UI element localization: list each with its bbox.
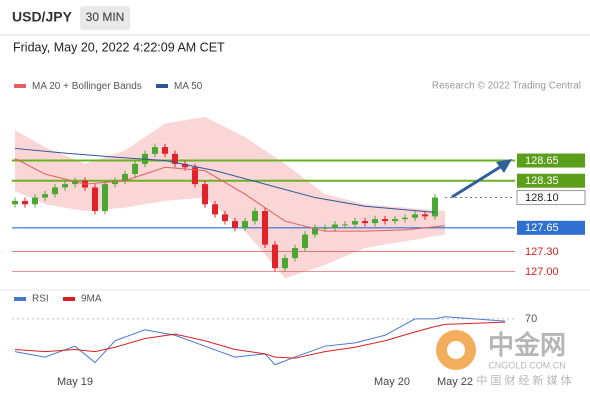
level-box xyxy=(517,220,585,235)
x-tick-label: May 20 xyxy=(374,376,410,388)
candle-body xyxy=(182,163,188,168)
level-box xyxy=(517,153,585,168)
watermark-slogan: 中 国 财 经 新 媒 体 xyxy=(476,373,571,387)
level-label: 128.65 xyxy=(525,155,559,167)
candle-body xyxy=(42,194,48,198)
level-label: 128.35 xyxy=(525,175,559,187)
x-tick-label: May 19 xyxy=(57,376,93,388)
candle-body xyxy=(302,234,308,248)
candle-body xyxy=(432,197,438,217)
level-box xyxy=(517,173,585,188)
candle-body xyxy=(52,187,58,195)
candle-body xyxy=(152,147,158,154)
candle-body xyxy=(162,147,168,154)
watermark-logo-inner xyxy=(447,341,465,359)
arrow-head xyxy=(496,159,512,173)
legend-label: 9MA xyxy=(81,294,102,305)
candle-body xyxy=(192,167,198,185)
x-tick-label: May 22 xyxy=(437,376,473,388)
y-tick-label: 70 xyxy=(525,313,537,325)
timeframe: 30 MIN xyxy=(86,10,125,24)
candle-body xyxy=(12,200,18,205)
candle-body xyxy=(322,227,328,229)
ma-line xyxy=(14,158,446,232)
legend-label: RSI xyxy=(32,294,49,305)
candle-body xyxy=(252,211,258,222)
candle-body xyxy=(72,180,78,185)
legend-label: MA 50 xyxy=(174,81,203,92)
candle-body xyxy=(262,211,268,245)
watermark: 中金网 CNGOLD.COM.CN 中 国 财 经 新 媒 体 xyxy=(436,330,572,387)
datetime: Friday, May 20, 2022 4:22:09 AM CET xyxy=(13,40,225,54)
level-label: 128.10 xyxy=(525,192,559,204)
candle-body xyxy=(92,187,98,211)
rsi-line xyxy=(14,321,506,359)
candle-body xyxy=(112,180,118,185)
candle-body xyxy=(222,214,228,222)
level-label: 127.65 xyxy=(525,222,559,234)
candle-body xyxy=(242,221,248,228)
candle-body xyxy=(312,227,318,235)
watermark-name: 中金网 xyxy=(488,330,566,360)
candle-body xyxy=(292,248,298,259)
watermark-site: CNGOLD.COM.CN xyxy=(488,360,566,370)
level-box xyxy=(516,190,586,206)
symbol: USD/JPY xyxy=(12,9,73,25)
candle-body xyxy=(122,174,128,181)
candle-body xyxy=(392,219,398,222)
legend-swatch xyxy=(14,297,26,301)
level-label: 127.30 xyxy=(525,246,559,258)
candle-body xyxy=(352,221,358,225)
candle-body xyxy=(62,184,68,188)
candle-body xyxy=(342,224,348,226)
candle-body xyxy=(422,214,428,217)
candle-body xyxy=(132,163,138,174)
candle-body xyxy=(202,184,208,205)
timeframe-box xyxy=(80,6,130,30)
candle-body xyxy=(382,219,388,222)
legend-label: MA 20 + Bollinger Bands xyxy=(32,81,142,92)
bollinger-band xyxy=(15,116,445,279)
arrow-shaft xyxy=(451,162,506,199)
candle-body xyxy=(102,184,108,211)
candle-body xyxy=(232,221,238,228)
candle-body xyxy=(372,219,378,224)
candle-body xyxy=(172,153,178,164)
candle-body xyxy=(282,258,288,269)
candle-body xyxy=(32,197,38,205)
legend-swatch xyxy=(156,84,168,88)
legend-swatch xyxy=(63,297,75,301)
candle-body xyxy=(272,244,278,269)
candle-body xyxy=(332,224,338,228)
ma-line xyxy=(14,147,436,213)
candle-body xyxy=(22,200,28,205)
candle-body xyxy=(412,214,418,218)
candle-body xyxy=(362,221,368,224)
candle-body xyxy=(212,204,218,215)
credit: Research © 2022 Trading Central xyxy=(432,81,581,92)
level-label: 127.00 xyxy=(525,266,559,278)
candle-body xyxy=(402,217,408,220)
legend-swatch xyxy=(14,84,26,88)
